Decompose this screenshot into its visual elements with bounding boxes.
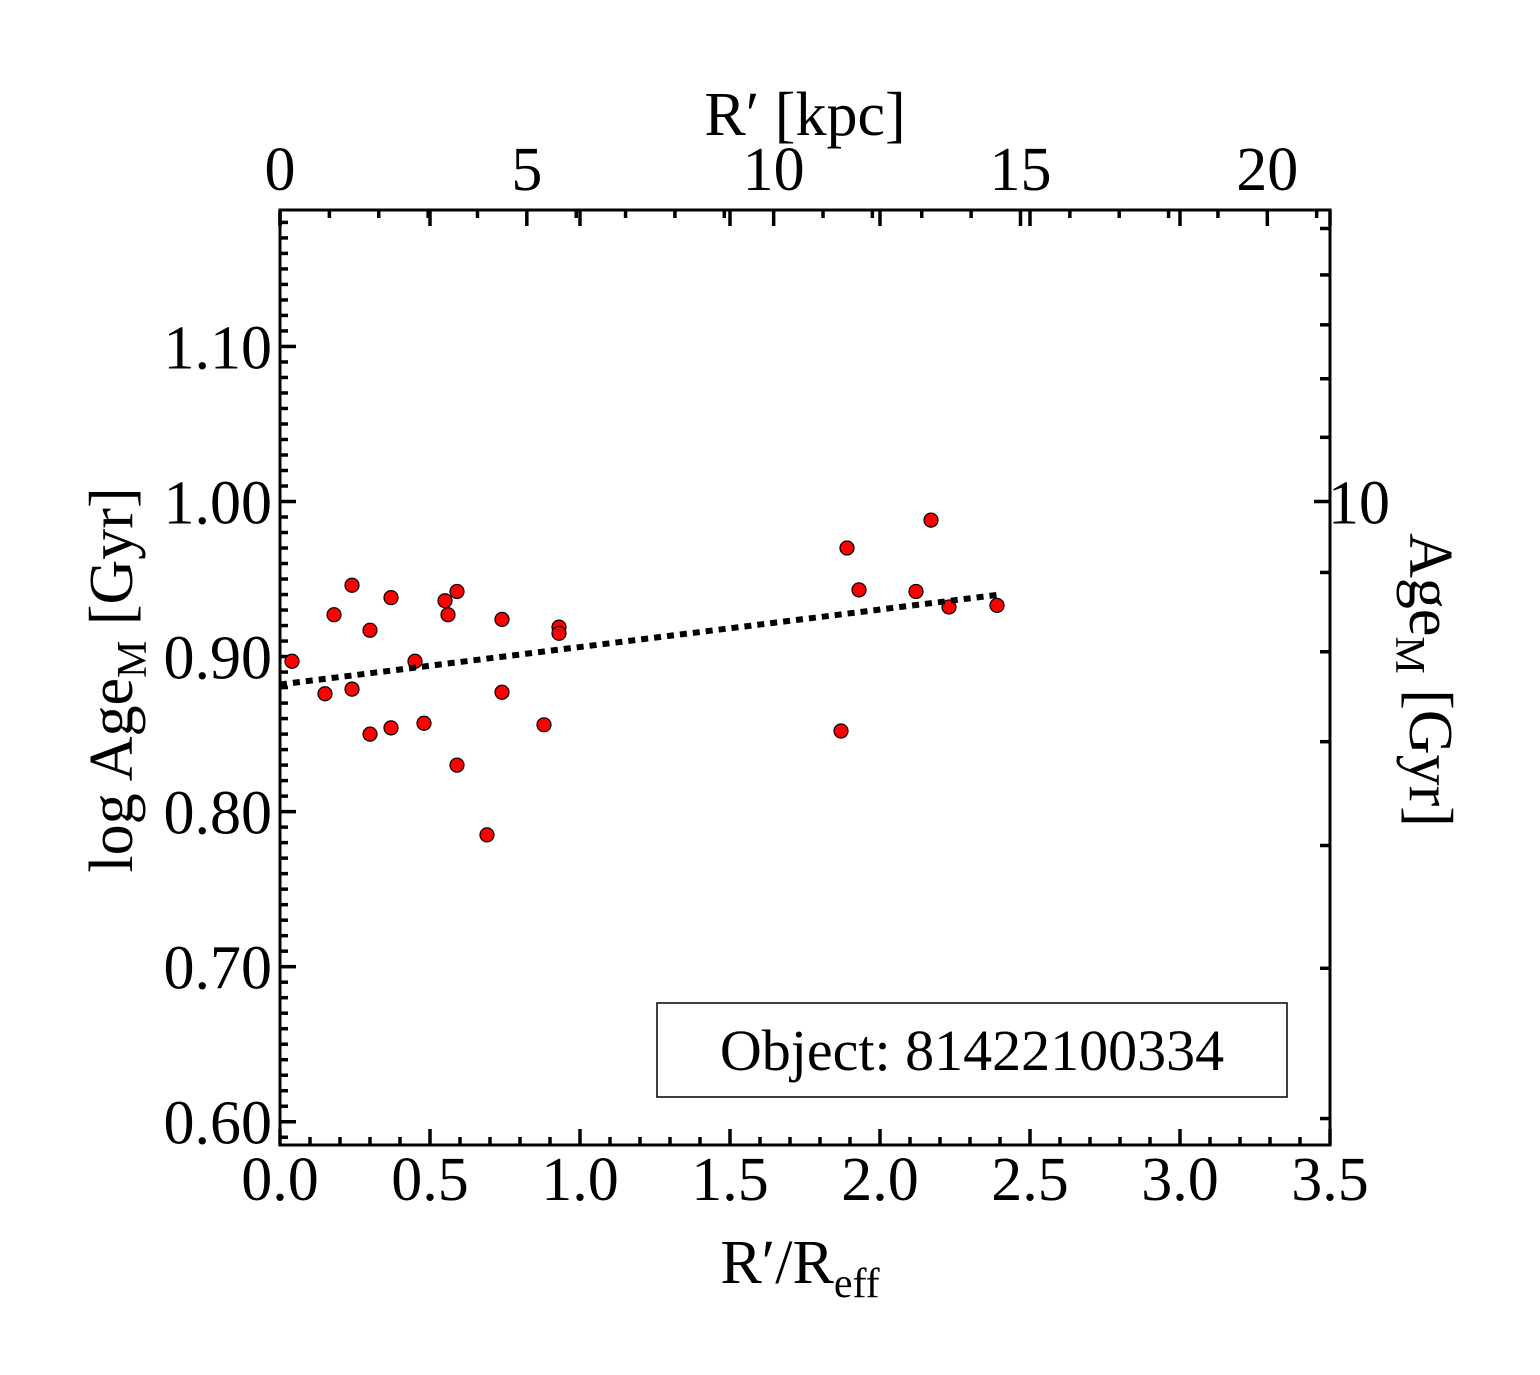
plot-series [279, 512, 1005, 843]
data-point [908, 583, 924, 600]
data-point [284, 653, 300, 669]
x-tick-label: 3.0 [1141, 1146, 1219, 1214]
data-point [362, 726, 378, 742]
right-axis-title: AgeM [Gyr] [1386, 533, 1464, 827]
top-tick-label: 15 [989, 136, 1051, 204]
y-axis-title-pre: log Age [78, 678, 146, 873]
data-point [851, 582, 867, 598]
data-point [437, 593, 453, 609]
plot-frame [278, 208, 1332, 1147]
data-point [989, 597, 1005, 613]
x-tick-label: 3.5 [1291, 1146, 1369, 1214]
data-point [449, 583, 465, 600]
data-point [416, 715, 432, 731]
data-point [494, 611, 510, 627]
data-point [317, 686, 333, 702]
y-axis-title: log AgeM [Gyr] [78, 487, 156, 872]
x-tick-label: 0.0 [241, 1146, 319, 1214]
y-tick-label: 1.10 [164, 314, 273, 382]
data-point [344, 681, 360, 697]
data-point [479, 827, 495, 843]
y-tick-label: 0.60 [164, 1090, 273, 1158]
x-tick-label: 2.0 [841, 1146, 919, 1214]
fit-line [279, 591, 1001, 688]
data-point [362, 622, 378, 638]
y-axis-title-post: [Gyr] [78, 487, 146, 640]
data-point [449, 757, 465, 773]
right-tick-label: 10 [1328, 470, 1390, 538]
y-tick-label: 0.80 [164, 780, 273, 848]
x-tick-label: 2.5 [991, 1146, 1069, 1214]
x-axis-title-sub: eff [834, 1261, 880, 1307]
data-point [344, 577, 360, 593]
data-point [383, 720, 399, 736]
x-tick-label: 0.5 [391, 1146, 469, 1214]
right-axis-title-pre: Age [1396, 533, 1464, 636]
data-point [839, 540, 855, 556]
y-tick-label: 0.70 [164, 935, 273, 1003]
x-tick-label: 1.0 [541, 1146, 619, 1214]
data-point [536, 717, 552, 733]
data-point [383, 590, 399, 606]
data-point [551, 625, 567, 641]
y-axis-title-sub: M [110, 641, 156, 678]
x-axis-title: R′/Reff [720, 1229, 879, 1307]
data-point [923, 512, 939, 528]
annotation-box [656, 1002, 1288, 1098]
right-axis-title-post: [Gyr] [1396, 674, 1464, 827]
tick-labels: 0.0 0.5 1.0 1.5 2.0 2.5 3.0 3.5 0 5 10 15 20 0.60 0.70… [164, 136, 1391, 1214]
top-tick-label: 5 [511, 136, 542, 204]
x-tick-label: 1.5 [691, 1146, 769, 1214]
data-point [833, 723, 849, 739]
data-point [440, 607, 456, 623]
annotation-text: Object: 81422100334 [720, 1018, 1224, 1083]
y-tick-label: 0.90 [164, 625, 273, 693]
top-tick-label: 0 [265, 136, 296, 204]
x-axis-title-main: R′/R [720, 1229, 834, 1297]
top-axis-title: R′ [kpc] [704, 81, 905, 149]
top-tick-label: 10 [743, 136, 805, 204]
data-point [494, 684, 510, 700]
top-tick-label: 20 [1236, 136, 1298, 204]
data-point [326, 607, 342, 623]
right-axis-title-sub: M [1386, 636, 1432, 673]
y-tick-label: 1.00 [164, 470, 273, 538]
